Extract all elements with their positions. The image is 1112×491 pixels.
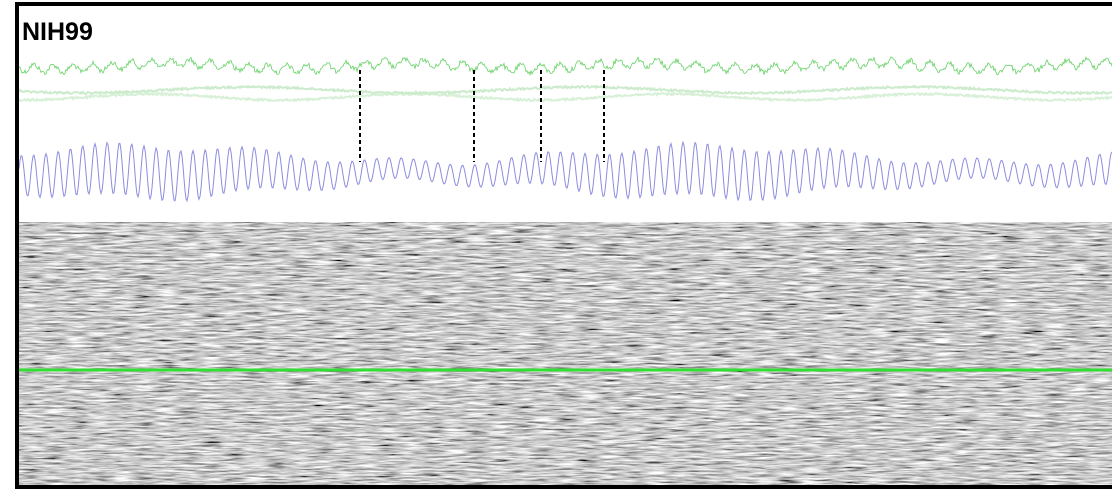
figure: NIH99	[0, 0, 1112, 491]
page: NIH99 (() => { const data = JSON.parse(d…	[0, 0, 1112, 491]
panel-title: NIH99	[22, 18, 93, 46]
carpet-plot	[19, 222, 1112, 485]
